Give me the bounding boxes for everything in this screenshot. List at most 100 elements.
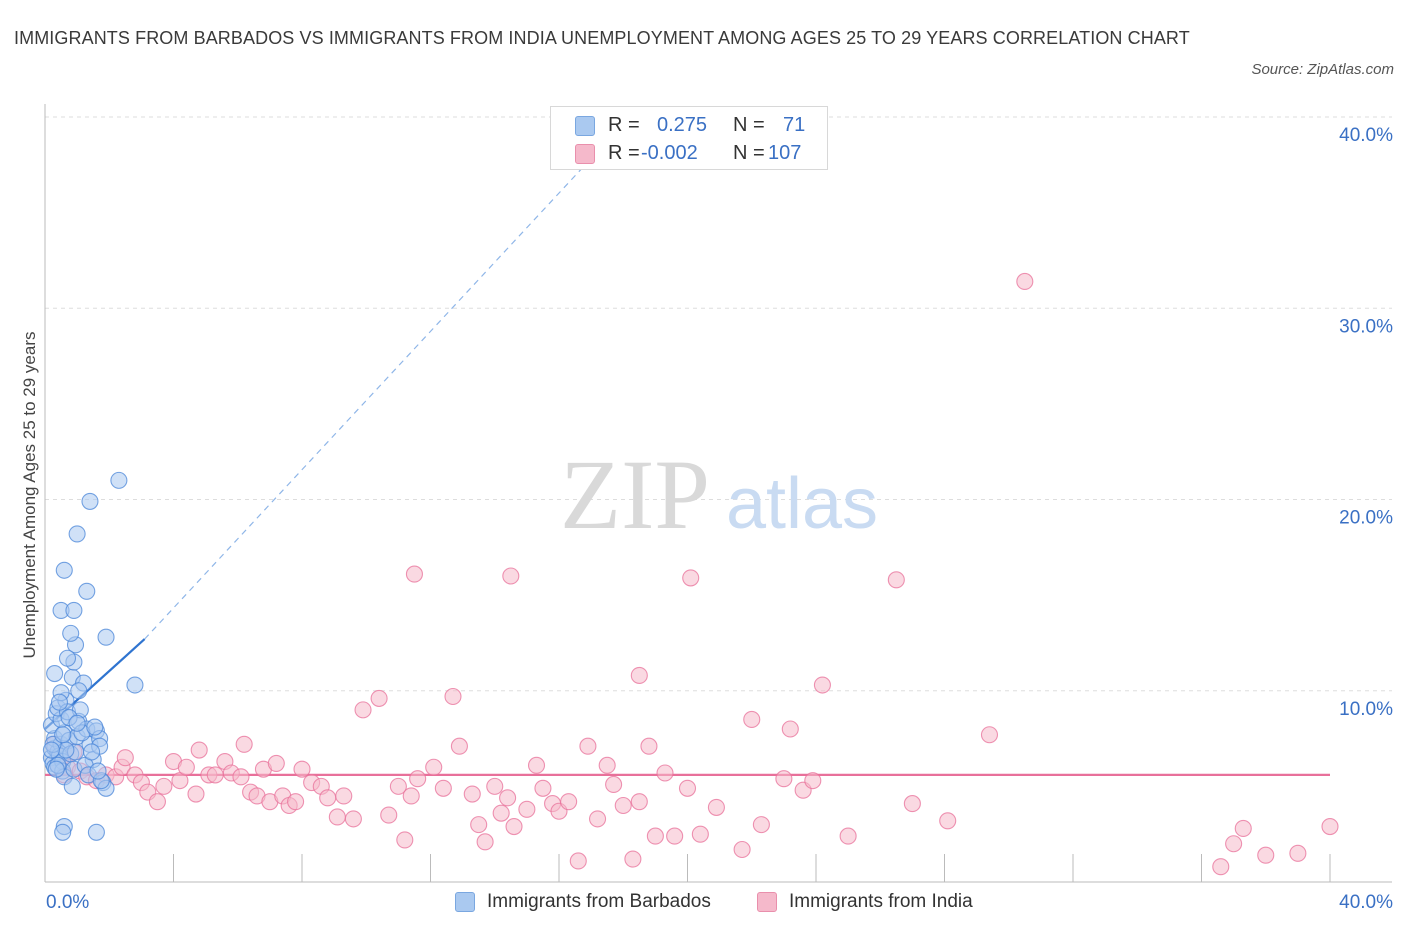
point-india bbox=[781, 720, 799, 738]
point-india bbox=[463, 785, 481, 803]
point-india bbox=[518, 800, 536, 818]
point-india bbox=[425, 758, 443, 776]
point-india bbox=[148, 793, 166, 811]
point-india bbox=[444, 687, 462, 706]
point-india bbox=[598, 756, 616, 774]
legend-n-value: 71 bbox=[783, 114, 806, 136]
y-tick-label: 20.0% bbox=[1339, 508, 1393, 529]
point-india bbox=[370, 689, 388, 707]
legend-n-label: N = bbox=[733, 142, 765, 164]
y-tick-label: 40.0% bbox=[1339, 125, 1393, 146]
point-barbados bbox=[63, 777, 81, 795]
point-india bbox=[630, 793, 648, 811]
point-india bbox=[344, 810, 362, 828]
point-india bbox=[1234, 819, 1252, 838]
point-india bbox=[682, 569, 700, 587]
point-barbados bbox=[42, 741, 60, 759]
point-barbados bbox=[54, 823, 72, 841]
legend-r-value: -0.002 bbox=[641, 142, 698, 164]
point-india bbox=[1257, 846, 1275, 864]
point-india bbox=[839, 827, 857, 845]
legend-r-label: R = bbox=[608, 114, 640, 136]
point-india bbox=[646, 827, 664, 845]
point-india bbox=[492, 804, 510, 822]
point-barbados bbox=[47, 760, 65, 778]
point-barbados bbox=[70, 682, 88, 700]
point-barbados bbox=[58, 649, 77, 667]
point-barbados bbox=[83, 743, 101, 761]
point-india bbox=[505, 817, 523, 836]
point-india bbox=[235, 735, 253, 753]
point-india bbox=[605, 775, 623, 794]
point-india bbox=[1321, 817, 1339, 836]
point-india bbox=[666, 827, 684, 845]
point-india bbox=[630, 666, 648, 685]
point-india bbox=[980, 726, 999, 744]
source-label: Source: ZipAtlas.com bbox=[1251, 61, 1394, 78]
point-india bbox=[579, 737, 597, 755]
point-india bbox=[499, 789, 517, 807]
point-india bbox=[232, 768, 250, 786]
bottom-legend-swatch-india bbox=[757, 892, 777, 912]
point-india bbox=[887, 571, 905, 589]
point-india bbox=[752, 816, 770, 834]
point-india bbox=[190, 741, 208, 759]
point-india bbox=[1289, 844, 1307, 862]
point-india bbox=[804, 772, 822, 790]
point-india bbox=[450, 737, 468, 755]
grid-lines bbox=[45, 116, 1392, 692]
point-india bbox=[614, 796, 632, 815]
y-axis-label: Unemployment Among Ages 25 to 29 years bbox=[20, 332, 39, 659]
point-india bbox=[434, 779, 452, 797]
point-barbados bbox=[46, 664, 64, 683]
point-india bbox=[177, 758, 195, 776]
point-india bbox=[813, 676, 831, 694]
point-barbados bbox=[89, 762, 107, 780]
point-india bbox=[502, 567, 520, 585]
bottom-legend-india[interactable]: Immigrants from India bbox=[757, 890, 1007, 914]
point-barbados bbox=[65, 601, 83, 619]
point-india bbox=[116, 749, 134, 767]
point-barbados bbox=[97, 628, 115, 646]
point-barbados bbox=[68, 525, 86, 543]
point-india bbox=[155, 777, 173, 795]
point-barbados bbox=[81, 492, 99, 510]
point-india bbox=[775, 770, 793, 788]
bottom-legend-swatch-barbados bbox=[455, 892, 475, 912]
point-barbados bbox=[86, 718, 104, 736]
point-india bbox=[409, 770, 427, 788]
point-india bbox=[534, 779, 552, 797]
point-india bbox=[402, 787, 420, 805]
bottom-legend-barbados[interactable]: Immigrants from Barbados bbox=[455, 890, 735, 914]
point-barbados bbox=[68, 714, 86, 732]
point-india bbox=[691, 825, 709, 843]
point-india bbox=[267, 754, 285, 772]
point-india bbox=[560, 793, 578, 811]
point-india bbox=[470, 816, 488, 834]
point-india bbox=[743, 710, 761, 728]
point-india bbox=[187, 785, 205, 803]
x-tick-label-max: 40.0% bbox=[1339, 892, 1393, 913]
data-points bbox=[42, 272, 1339, 876]
point-india bbox=[354, 701, 372, 719]
point-india bbox=[527, 756, 546, 774]
point-barbados bbox=[87, 823, 105, 841]
legend-r-value: 0.275 bbox=[657, 114, 708, 136]
legend-swatch-barbados bbox=[575, 116, 595, 136]
point-barbados bbox=[50, 693, 69, 711]
legend-n-value: 107 bbox=[768, 142, 802, 164]
point-india bbox=[335, 787, 353, 805]
y-tick-label: 30.0% bbox=[1339, 316, 1393, 337]
x-tick-label-min: 0.0% bbox=[46, 892, 89, 913]
point-india bbox=[476, 833, 494, 851]
point-india bbox=[588, 810, 607, 828]
point-india bbox=[656, 764, 674, 782]
point-barbados bbox=[78, 582, 96, 600]
point-india bbox=[328, 808, 346, 826]
point-india bbox=[380, 806, 398, 824]
point-india bbox=[903, 795, 921, 813]
point-india bbox=[640, 737, 658, 755]
point-india bbox=[206, 766, 224, 784]
point-barbados bbox=[54, 726, 72, 744]
